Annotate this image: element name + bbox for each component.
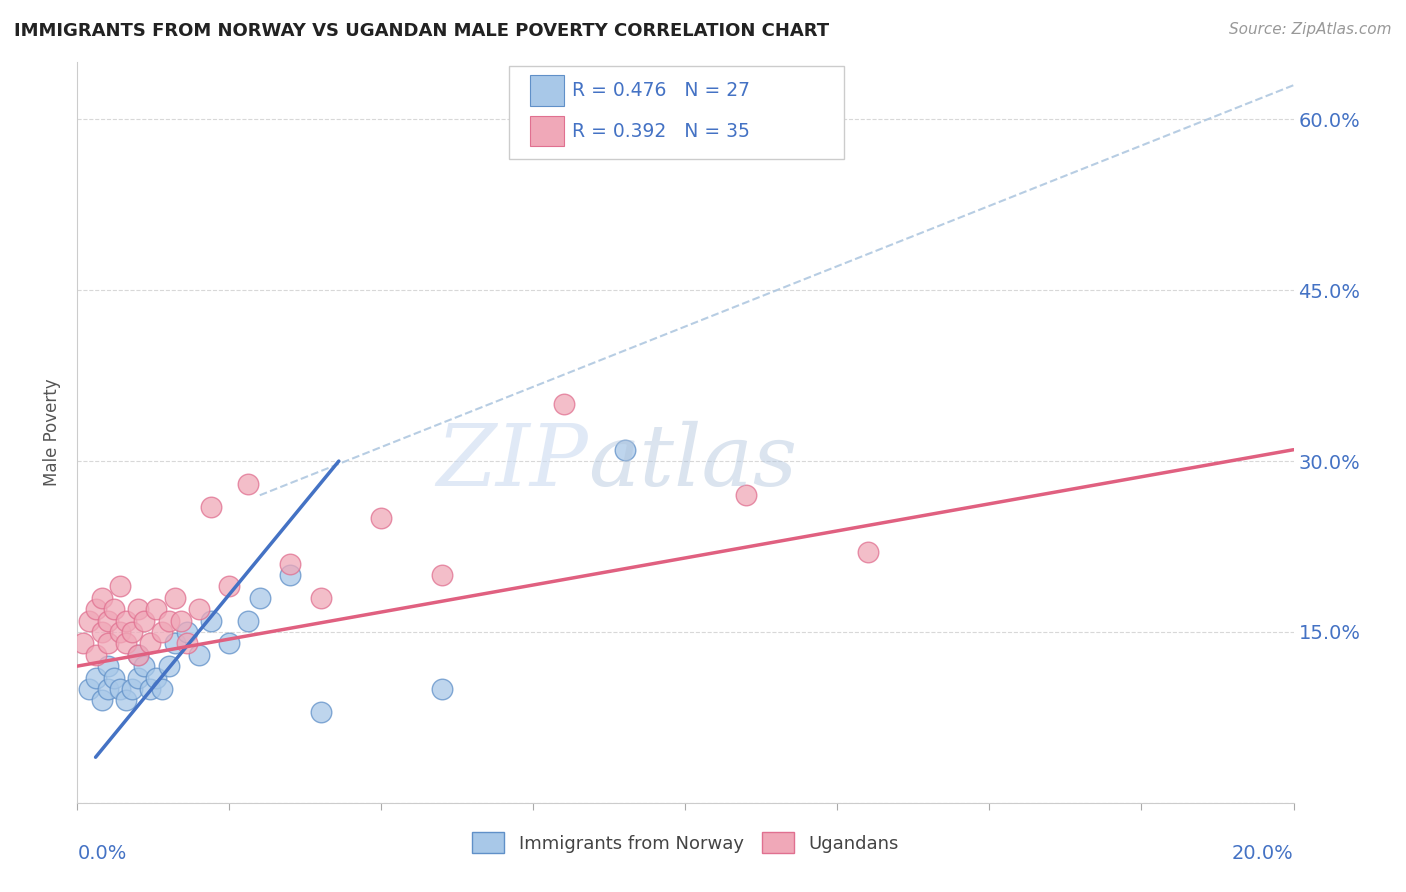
Point: [121, 624, 143, 639]
Point: [218, 579, 240, 593]
Point: [79, 614, 101, 628]
Point: [188, 648, 211, 662]
Point: [90, 624, 112, 639]
Point: [139, 636, 162, 650]
Point: [236, 476, 259, 491]
Point: [249, 591, 271, 605]
Point: [145, 671, 167, 685]
Point: [84, 671, 107, 685]
Legend: Immigrants from Norway, Ugandans: Immigrants from Norway, Ugandans: [464, 825, 907, 861]
Point: [134, 614, 156, 628]
Text: ZIP: ZIP: [436, 421, 588, 504]
Text: IMMIGRANTS FROM NORWAY VS UGANDAN MALE POVERTY CORRELATION CHART: IMMIGRANTS FROM NORWAY VS UGANDAN MALE P…: [14, 22, 830, 40]
Point: [90, 591, 112, 605]
Point: [163, 591, 186, 605]
Point: [84, 602, 107, 616]
Point: [430, 568, 453, 582]
Point: [188, 602, 211, 616]
Point: [115, 693, 138, 707]
Point: [152, 624, 174, 639]
Point: [97, 659, 120, 673]
Bar: [530, 116, 564, 146]
Point: [72, 636, 94, 650]
Point: [90, 693, 112, 707]
Point: [856, 545, 879, 559]
Point: [218, 636, 240, 650]
Point: [145, 602, 167, 616]
Point: [127, 602, 149, 616]
Point: [97, 636, 120, 650]
Point: [97, 614, 120, 628]
Point: [200, 614, 222, 628]
Point: [613, 442, 636, 457]
Point: [553, 397, 575, 411]
Point: [127, 671, 149, 685]
Point: [108, 624, 131, 639]
Point: [430, 681, 453, 696]
Point: [735, 488, 758, 502]
Point: [103, 602, 125, 616]
Point: [84, 648, 107, 662]
Point: [176, 636, 198, 650]
Point: [278, 557, 301, 571]
Point: [152, 681, 174, 696]
Y-axis label: Male Poverty: Male Poverty: [44, 379, 62, 486]
Text: 0.0%: 0.0%: [77, 844, 127, 863]
Point: [108, 579, 131, 593]
Point: [103, 671, 125, 685]
Point: [127, 648, 149, 662]
Point: [97, 681, 120, 696]
Point: [309, 705, 332, 719]
Point: [79, 681, 101, 696]
FancyBboxPatch shape: [509, 66, 844, 159]
Point: [157, 659, 180, 673]
Point: [170, 614, 193, 628]
Point: [139, 681, 162, 696]
Point: [157, 614, 180, 628]
Text: atlas: atlas: [588, 421, 797, 504]
Point: [115, 614, 138, 628]
Point: [200, 500, 222, 514]
Point: [309, 591, 332, 605]
Point: [370, 511, 392, 525]
Point: [278, 568, 301, 582]
Point: [134, 659, 156, 673]
Text: R = 0.392   N = 35: R = 0.392 N = 35: [572, 121, 751, 141]
Point: [176, 624, 198, 639]
Text: R = 0.476   N = 27: R = 0.476 N = 27: [572, 81, 751, 100]
Point: [121, 681, 143, 696]
Point: [163, 636, 186, 650]
Point: [236, 614, 259, 628]
Point: [127, 648, 149, 662]
Point: [115, 636, 138, 650]
Bar: [530, 75, 564, 105]
Text: Source: ZipAtlas.com: Source: ZipAtlas.com: [1229, 22, 1392, 37]
Point: [108, 681, 131, 696]
Text: 20.0%: 20.0%: [1232, 844, 1294, 863]
